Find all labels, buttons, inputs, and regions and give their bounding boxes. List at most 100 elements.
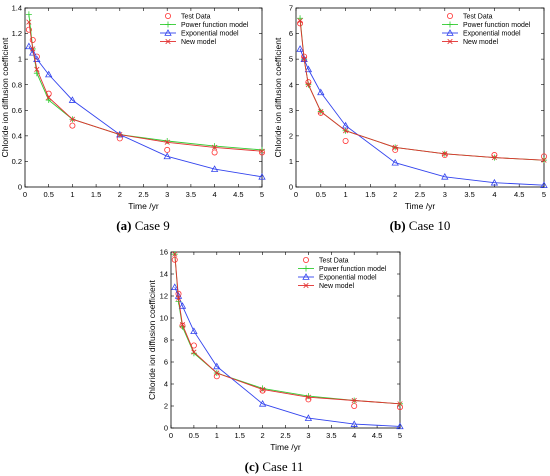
y-tick-label: 0: [18, 183, 22, 192]
data-point: [211, 149, 218, 156]
caption-letter: (b): [390, 218, 406, 233]
data-point: [33, 55, 41, 62]
x-tick-label: 1.5: [365, 190, 375, 199]
x-tick-label: 3: [443, 190, 447, 199]
data-point: [260, 386, 266, 393]
series-line: [174, 287, 401, 427]
data-point: [305, 394, 311, 400]
data-point: [211, 143, 218, 150]
x-tick-label: 1.5: [234, 431, 244, 440]
x-tick-label: 0: [294, 190, 298, 199]
legend-label: Test Data: [463, 13, 493, 20]
caption-text: Case 10: [406, 218, 451, 233]
x-tick-label: 0: [169, 431, 173, 440]
legend-marker: [446, 29, 454, 36]
x-tick-label: 2.5: [415, 190, 425, 199]
data-point: [29, 48, 37, 56]
data-point: [350, 420, 358, 427]
data-point: [30, 46, 36, 52]
series-line: [299, 48, 545, 186]
data-point: [397, 401, 403, 407]
data-point: [164, 137, 171, 144]
x-tick-label: 5: [542, 190, 546, 199]
legend-marker: [447, 38, 453, 45]
data-point: [258, 399, 267, 407]
legend-label: Test Data: [319, 257, 349, 264]
caption-text: Case 9: [131, 218, 169, 233]
x-tick-label: 1.5: [91, 190, 101, 199]
legend: Test Data Power function modelExponential…: [160, 12, 249, 46]
data-point: [163, 152, 171, 160]
series-x: [172, 251, 403, 407]
series-circle: [297, 20, 548, 160]
data-point: [259, 148, 265, 154]
legend-label: Exponential model: [181, 30, 239, 37]
x-tick-label: 0.5: [43, 190, 53, 199]
series-line: [299, 18, 545, 161]
legend-label: Exponential model: [319, 274, 377, 281]
data-point: [305, 393, 312, 400]
data-point: [25, 42, 33, 50]
y-tick-label: 4: [164, 380, 168, 389]
chart-panel-2: 0 0.5 1 1.5 2 2.5 3 3.5 4 4.5 5 0 1 2 3 4 5 6 7 Time /yr Chl…: [273, 4, 548, 233]
legend-label: Power function model: [319, 266, 387, 273]
y-axis-label: Chloride ion diffusion coefficient: [147, 280, 157, 400]
series-plus: [297, 15, 547, 164]
data-point: [45, 70, 53, 78]
legend-marker: [303, 265, 309, 272]
legend-label: Power function model: [463, 22, 531, 29]
y-tick-label: 0: [164, 424, 168, 433]
data-point: [491, 155, 497, 161]
x-tick-label: 0: [23, 190, 27, 199]
data-point: [351, 397, 357, 404]
data-point: [341, 121, 350, 129]
y-tick-label: 0.4: [12, 131, 22, 140]
data-point: [258, 172, 266, 180]
data-point: [304, 414, 313, 421]
y-tick-label: 2: [164, 402, 168, 411]
data-point: [179, 322, 186, 328]
data-point: [490, 178, 499, 186]
y-tick-label: 0.2: [12, 157, 22, 166]
series-triangle: [296, 45, 548, 189]
x-tick-label: 3.5: [464, 190, 474, 199]
legend-marker: [164, 12, 171, 19]
data-point: [442, 151, 448, 157]
data-point: [305, 82, 311, 88]
data-point: [164, 146, 171, 153]
data-point: [396, 422, 404, 430]
y-tick-label: 16: [160, 248, 168, 257]
legend-label: Test Data: [181, 13, 211, 20]
x-tick-label: 1: [344, 190, 348, 199]
legend: Test Data Power function modelExponential…: [442, 12, 531, 46]
x-tick-label: 2: [118, 190, 122, 199]
data-point: [69, 116, 75, 122]
data-point: [178, 302, 187, 309]
y-tick-label: 6: [164, 358, 168, 367]
data-point: [296, 45, 304, 52]
chart-panel-3: 0 0.5 1 1.5 2 2.5 3 3.5 4 4.5 5 0 2 4 6 8 10 12 14 16 Time /…: [147, 248, 404, 474]
data-point: [304, 65, 313, 73]
data-point: [351, 402, 358, 409]
data-point: [441, 172, 449, 180]
data-point: [25, 26, 32, 33]
chart-panel-1: 0 0.5 1 1.5 2 2.5 3 3.5 4 4.5 5 0 0.2 0.4 0.6 0.8 1 1.2 1.…: [0, 4, 266, 233]
data-point: [25, 11, 32, 18]
data-point: [34, 66, 40, 72]
legend-marker: [446, 12, 453, 19]
data-point: [212, 144, 218, 150]
data-point: [343, 128, 349, 134]
data-point: [69, 122, 76, 129]
legend-marker: [303, 282, 309, 289]
x-tick-label: 4: [213, 190, 217, 199]
x-tick-label: 4.5: [514, 190, 524, 199]
x-axis-label: Time /yr: [405, 201, 436, 211]
data-point: [214, 370, 220, 376]
data-point: [342, 137, 349, 144]
x-tick-label: 2: [261, 431, 265, 440]
series-circle: [25, 26, 265, 156]
legend: Test Data Power function modelExponential…: [298, 256, 387, 290]
legend-label: New model: [181, 39, 216, 46]
y-tick-label: 2: [289, 131, 293, 140]
figure-caption: (b) Case 10: [390, 218, 451, 233]
